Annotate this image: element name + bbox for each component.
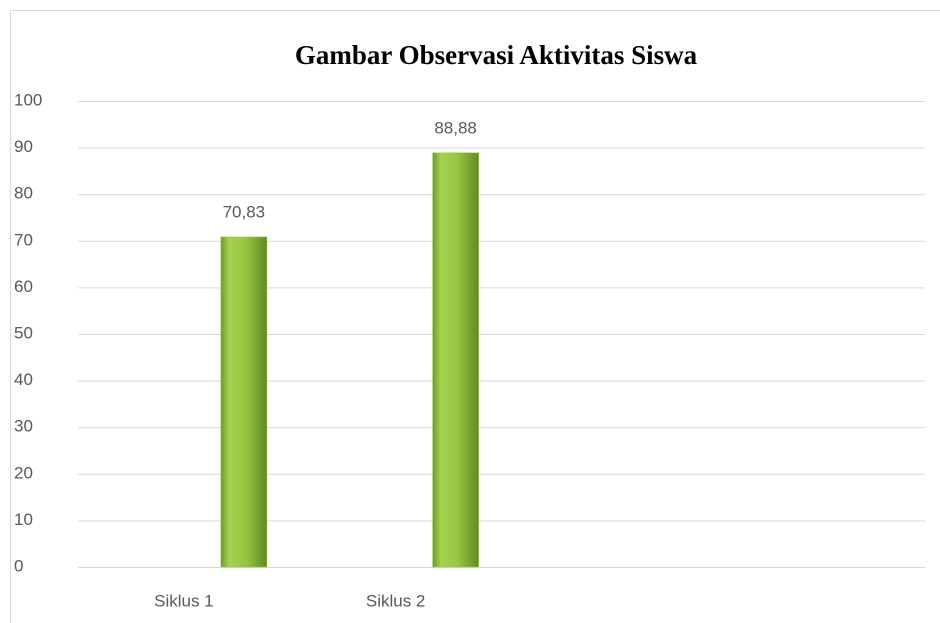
y-tick-label: 20 (14, 463, 33, 482)
chart-border (10, 10, 940, 623)
y-tick-label: 30 (14, 417, 33, 436)
y-tick-label: 100 (14, 90, 42, 109)
y-tick-label: 40 (14, 370, 33, 389)
data-label: 88,88 (434, 118, 477, 137)
data-label: 70,83 (223, 202, 266, 221)
chart-title: Gambar Observasi Aktivitas Siswa (295, 40, 698, 70)
y-tick-label: 0 (14, 556, 23, 575)
x-tick-label: Siklus 2 (366, 591, 426, 610)
y-tick-label: 50 (14, 323, 33, 342)
y-tick-label: 60 (14, 277, 33, 296)
x-tick-label: Siklus 1 (154, 591, 214, 610)
y-tick-label: 10 (14, 510, 33, 529)
bar (220, 236, 268, 568)
y-tick-label: 90 (14, 137, 33, 156)
bar (432, 152, 479, 568)
y-tick-label: 80 (14, 184, 33, 203)
y-tick-label: 70 (14, 230, 33, 249)
